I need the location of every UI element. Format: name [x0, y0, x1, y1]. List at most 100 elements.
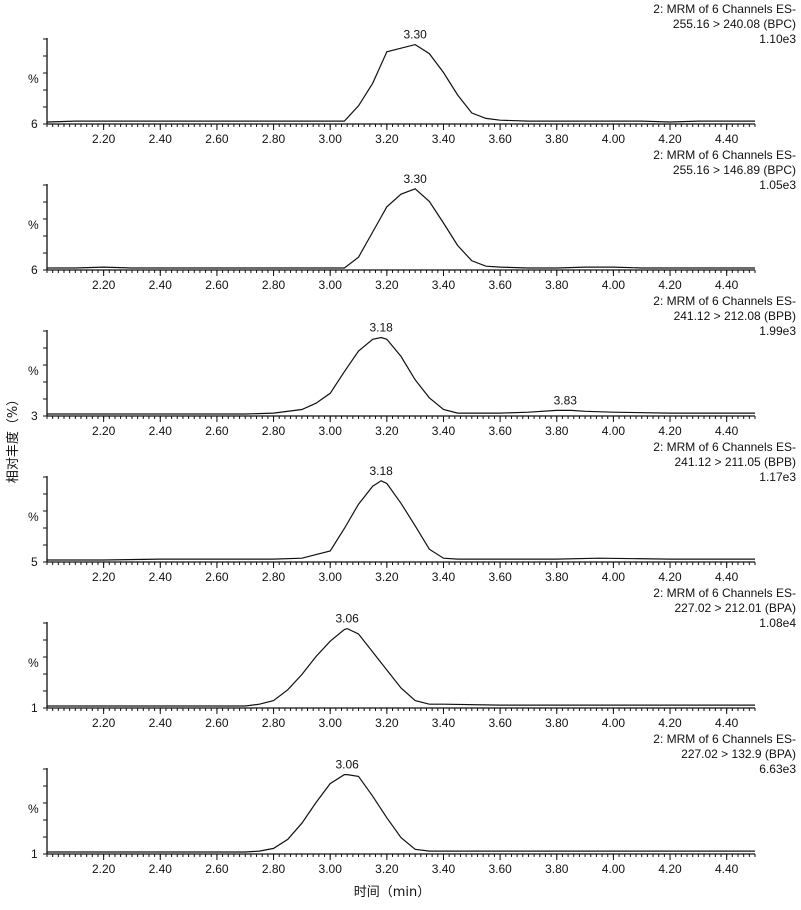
- panel-info-line: 2: MRM of 6 Channels ES-: [653, 586, 796, 600]
- panel-info-line: 255.16 > 240.08 (BPC): [673, 17, 796, 31]
- x-tick-label: 4.20: [658, 570, 682, 584]
- x-tick-label: 2.40: [149, 570, 173, 584]
- x-tick-label: 4.20: [658, 424, 682, 438]
- x-tick-label: 3.80: [545, 278, 569, 292]
- panel-info-line: 227.02 > 212.01 (BPA): [674, 601, 796, 615]
- x-tick-label: 3.20: [375, 716, 399, 730]
- x-tick-label: 3.00: [319, 716, 343, 730]
- x-tick-label: 4.20: [658, 132, 682, 146]
- x-tick-label: 4.40: [715, 424, 739, 438]
- panel-5: 2: MRM of 6 Channels ES-227.02 > 212.01 …: [28, 586, 796, 730]
- x-tick-label: 3.60: [488, 132, 512, 146]
- panel-info-line: 6.63e3: [759, 762, 796, 776]
- x-tick-label: 2.20: [92, 862, 116, 876]
- panel-info-line: 2: MRM of 6 Channels ES-: [653, 440, 796, 454]
- panel-info-line: 241.12 > 212.08 (BPB): [674, 309, 796, 323]
- x-tick-label: 2.60: [205, 862, 229, 876]
- y-percent-label: %: [28, 656, 39, 670]
- panel-info-line: 1.08e4: [759, 616, 796, 630]
- baseline-label: 3: [31, 409, 38, 423]
- chromatogram-trace: [47, 773, 755, 853]
- x-tick-label: 2.40: [149, 862, 173, 876]
- x-tick-label: 3.80: [545, 716, 569, 730]
- chromatogram-trace: [47, 480, 755, 561]
- x-tick-label: 3.00: [319, 570, 343, 584]
- x-tick-label: 4.40: [715, 570, 739, 584]
- x-tick-label: 3.00: [319, 862, 343, 876]
- x-tick-label: 3.60: [488, 424, 512, 438]
- x-tick-label: 2.20: [92, 716, 116, 730]
- panel-3: 2: MRM of 6 Channels ES-241.12 > 212.08 …: [28, 294, 796, 438]
- peak-label: 3.18: [369, 464, 393, 478]
- peak-label: 3.06: [336, 758, 360, 772]
- x-tick-label: 2.40: [149, 424, 173, 438]
- y-axis-title: 相对丰度（%）: [5, 393, 21, 483]
- panel-info-line: 2: MRM of 6 Channels ES-: [653, 732, 796, 746]
- peak-label: 3.18: [369, 321, 393, 335]
- x-tick-label: 3.40: [432, 862, 456, 876]
- y-percent-label: %: [28, 72, 39, 86]
- x-tick-label: 2.60: [205, 132, 229, 146]
- x-tick-label: 3.00: [319, 424, 343, 438]
- panel-4: 2: MRM of 6 Channels ES-241.12 > 211.05 …: [28, 440, 796, 584]
- x-tick-label: 2.60: [205, 424, 229, 438]
- panel-info-line: 2: MRM of 6 Channels ES-: [653, 294, 796, 308]
- x-tick-label: 2.40: [149, 716, 173, 730]
- x-tick-label: 3.20: [375, 424, 399, 438]
- x-tick-label: 2.80: [262, 570, 286, 584]
- y-percent-label: %: [28, 802, 39, 816]
- x-tick-label: 3.40: [432, 570, 456, 584]
- x-tick-label: 3.40: [432, 278, 456, 292]
- x-tick-label: 3.80: [545, 862, 569, 876]
- peak-label: 3.06: [336, 612, 360, 626]
- x-tick-label: 2.40: [149, 132, 173, 146]
- x-tick-label: 3.60: [488, 716, 512, 730]
- x-tick-label: 3.20: [375, 278, 399, 292]
- x-tick-label: 3.80: [545, 570, 569, 584]
- panel-info-line: 2: MRM of 6 Channels ES-: [653, 148, 796, 162]
- chromatogram-trace: [47, 627, 755, 707]
- x-tick-label: 2.20: [92, 278, 116, 292]
- x-tick-label: 3.20: [375, 132, 399, 146]
- baseline-label: 5: [31, 555, 38, 569]
- x-tick-label: 4.00: [602, 716, 626, 730]
- y-percent-label: %: [28, 510, 39, 524]
- x-tick-label: 2.80: [262, 862, 286, 876]
- baseline-label: 6: [31, 263, 38, 277]
- x-tick-label: 2.20: [92, 424, 116, 438]
- peak-label: 3.30: [403, 172, 427, 186]
- panel-1: 2: MRM of 6 Channels ES-255.16 > 240.08 …: [28, 2, 796, 146]
- x-tick-label: 3.40: [432, 716, 456, 730]
- baseline-label: 1: [31, 847, 38, 861]
- x-tick-label: 4.20: [658, 716, 682, 730]
- x-tick-label: 4.20: [658, 862, 682, 876]
- x-tick-label: 3.60: [488, 862, 512, 876]
- y-percent-label: %: [28, 218, 39, 232]
- x-axis-title: 时间（min）: [354, 885, 431, 900]
- panel-info-line: 1.10e3: [759, 32, 796, 46]
- x-tick-label: 3.20: [375, 570, 399, 584]
- chromatogram-trace: [46, 43, 755, 123]
- x-tick-label: 4.40: [715, 716, 739, 730]
- x-tick-label: 3.60: [488, 570, 512, 584]
- x-tick-label: 4.20: [658, 278, 682, 292]
- x-tick-label: 4.00: [602, 132, 626, 146]
- x-tick-label: 2.60: [205, 278, 229, 292]
- panel-info-line: 255.16 > 146.89 (BPC): [673, 163, 796, 177]
- x-tick-label: 2.80: [262, 424, 286, 438]
- x-tick-label: 4.00: [602, 570, 626, 584]
- x-tick-label: 2.80: [262, 132, 286, 146]
- panel-info-line: 1.17e3: [759, 470, 796, 484]
- x-tick-label: 3.40: [432, 424, 456, 438]
- x-tick-label: 2.60: [205, 570, 229, 584]
- panel-info-line: 241.12 > 211.05 (BPB): [674, 455, 796, 469]
- baseline-label: 1: [31, 701, 38, 715]
- panel-info-line: 1.05e3: [759, 178, 796, 192]
- x-tick-label: 2.60: [205, 716, 229, 730]
- x-tick-label: 3.00: [319, 132, 343, 146]
- x-tick-label: 4.00: [602, 862, 626, 876]
- chromatogram-trace: [47, 188, 755, 269]
- panel-info-line: 2: MRM of 6 Channels ES-: [653, 2, 796, 16]
- x-tick-label: 4.40: [715, 862, 739, 876]
- x-tick-label: 3.80: [545, 132, 569, 146]
